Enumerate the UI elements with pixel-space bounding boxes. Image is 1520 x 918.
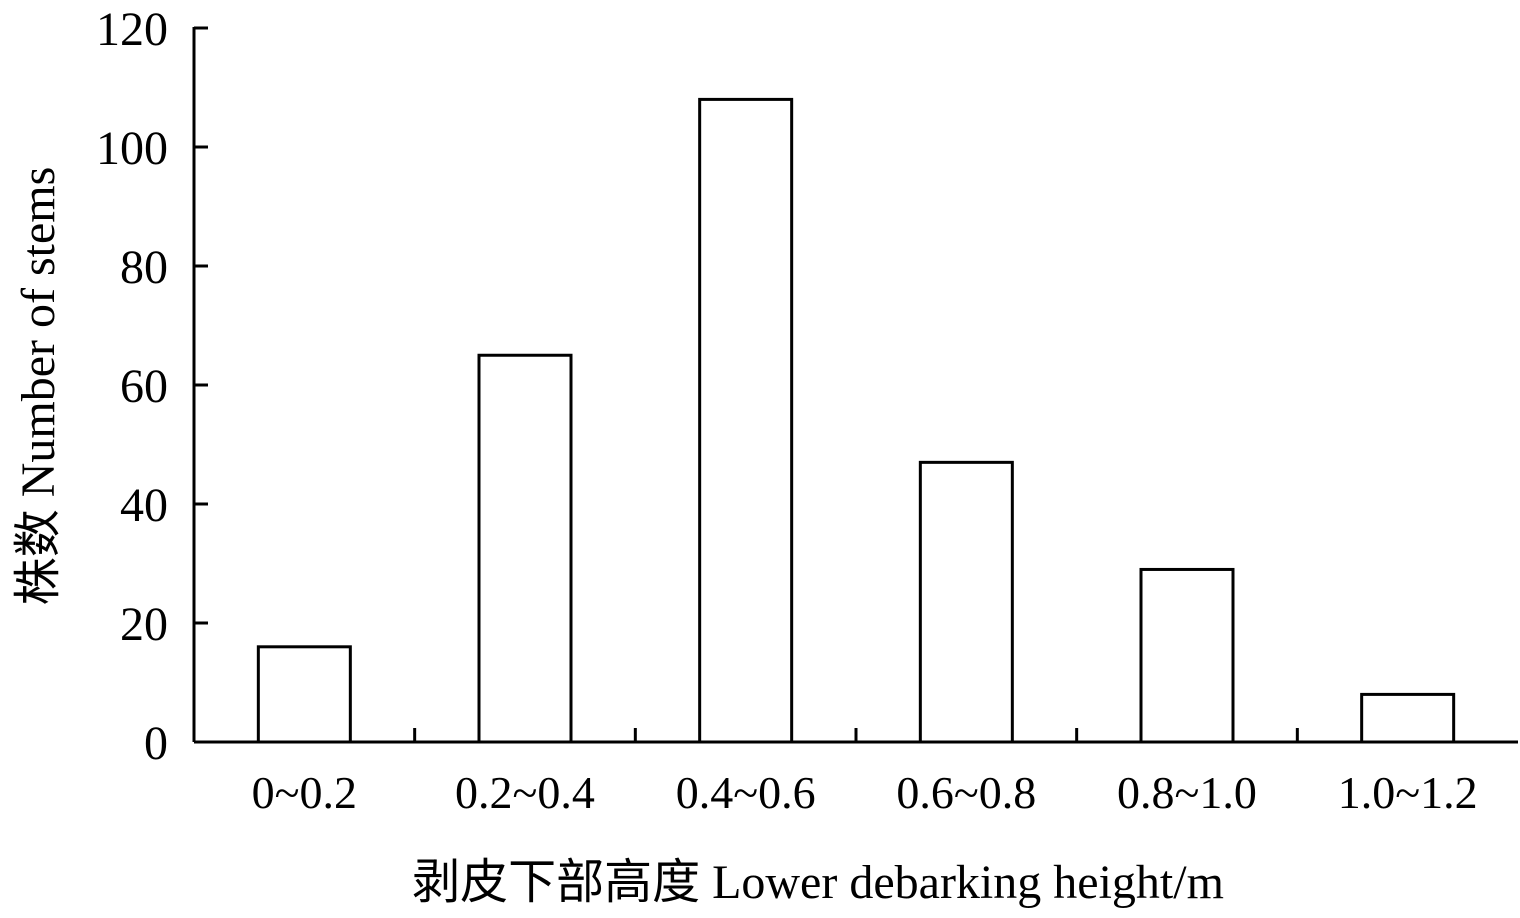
bars-group xyxy=(256,97,1456,744)
y-tick-label: 20 xyxy=(120,598,168,651)
x-axis-title: 剥皮下部高度 Lower debarking height/m xyxy=(412,856,1224,909)
bar-0-0-2 xyxy=(256,645,352,744)
y-tick-label: 120 xyxy=(96,3,168,56)
y-tick-label: 60 xyxy=(120,360,168,413)
x-axis-ticks: 0~0.2 0.2~0.4 0.4~0.6 0.6~0.8 0.8~1.0 1.0~1.2 xyxy=(252,728,1478,818)
y-axis-ticks: 0 20 40 60 80 100 120 xyxy=(96,3,208,770)
bar-0-2-0-4 xyxy=(477,353,573,744)
bar-0-4-0-6 xyxy=(698,97,794,744)
y-tick-label: 80 xyxy=(120,241,168,294)
y-axis-title: 株数 Number of stems xyxy=(12,167,65,606)
bar-0-6-0-8 xyxy=(918,460,1014,744)
y-tick-label: 40 xyxy=(120,479,168,532)
x-tick-label: 0~0.2 xyxy=(252,767,357,818)
y-tick-label: 100 xyxy=(96,122,168,175)
x-tick-label: 0.2~0.4 xyxy=(455,767,595,818)
x-tick-label: 0.8~1.0 xyxy=(1117,767,1257,818)
bar-1-0-1-2 xyxy=(1360,692,1456,744)
y-tick-label: 0 xyxy=(144,717,168,770)
x-tick-label: 1.0~1.2 xyxy=(1338,767,1478,818)
bar-0-8-1-0 xyxy=(1139,567,1235,744)
x-tick-label: 0.4~0.6 xyxy=(676,767,816,818)
x-tick-label: 0.6~0.8 xyxy=(896,767,1036,818)
